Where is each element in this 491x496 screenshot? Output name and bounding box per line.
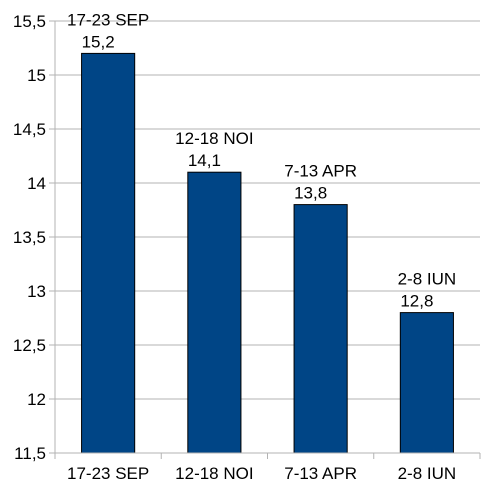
data-label-value: 12,8 — [400, 292, 433, 311]
data-labels: 17-23 SEP 15,2 12-18 NOI 14,1 7-13 APR 13,8 2-… — [67, 10, 456, 310]
y-tick-label: 14,5 — [13, 120, 46, 139]
y-tick-label: 15,5 — [13, 12, 46, 31]
y-tick-label: 13 — [27, 282, 46, 301]
bars — [81, 52, 454, 454]
data-label-category: 17-23 SEP — [67, 10, 149, 29]
y-tick-label: 11,5 — [14, 444, 46, 463]
bar — [81, 52, 136, 454]
y-tick-labels: 11,5 12 12,5 13 13,5 14 14,5 15 15,5 — [13, 12, 46, 463]
bar — [187, 171, 242, 454]
x-tick-labels: 17-23 SEP 12-18 NOI 7-13 APR 2-8 IUN — [67, 464, 456, 483]
y-tick-label: 12 — [27, 390, 46, 409]
y-tick-label: 15 — [27, 66, 46, 85]
y-tick-label: 13,5 — [13, 228, 46, 247]
data-label-value: 15,2 — [82, 32, 115, 51]
x-tick-label: 17-23 SEP — [67, 464, 149, 483]
y-tick-label: 12,5 — [13, 336, 46, 355]
data-label-category: 12-18 NOI — [175, 129, 253, 148]
axes — [49, 20, 481, 459]
x-tick-label: 7-13 APR — [284, 464, 357, 483]
bar — [293, 204, 348, 454]
x-tick-label: 2-8 IUN — [398, 464, 457, 483]
data-label-value: 14,1 — [188, 151, 221, 170]
data-label-value: 13,8 — [294, 184, 327, 203]
data-label-category: 2-8 IUN — [398, 270, 457, 289]
bar — [399, 312, 454, 454]
y-tick-label: 14 — [27, 174, 46, 193]
data-label-category: 7-13 APR — [284, 162, 357, 181]
x-tick-label: 12-18 NOI — [175, 464, 253, 483]
